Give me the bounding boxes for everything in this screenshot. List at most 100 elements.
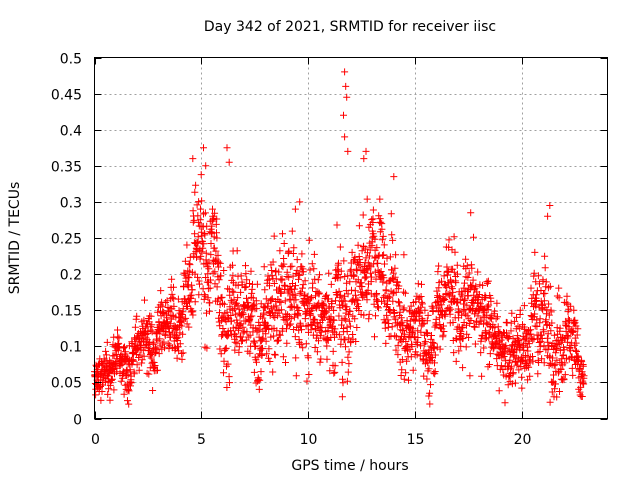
data-point [531, 310, 539, 318]
data-point [397, 314, 405, 322]
data-point [374, 259, 382, 267]
data-point [564, 315, 572, 323]
data-point [285, 321, 293, 329]
data-point [392, 288, 400, 296]
data-point [567, 302, 575, 310]
data-point [205, 265, 213, 273]
data-point [193, 253, 200, 261]
y-tick-label: 0.45 [51, 88, 82, 104]
data-point [297, 288, 305, 296]
data-point [330, 306, 338, 314]
data-point [495, 387, 503, 395]
data-point [256, 376, 264, 384]
data-point [487, 297, 495, 305]
data-point [342, 343, 349, 351]
data-point [188, 286, 196, 294]
data-point [206, 299, 214, 307]
data-point [382, 339, 390, 347]
data-point [445, 236, 453, 244]
data-point [533, 323, 541, 330]
chart-title: Day 342 of 2021, SRMTID for receiver iis… [204, 19, 496, 35]
data-point [549, 354, 556, 362]
data-point [329, 347, 337, 355]
data-point [445, 307, 453, 315]
data-point [147, 312, 155, 320]
data-point [234, 302, 242, 310]
data-point [250, 368, 258, 376]
data-point [317, 328, 325, 336]
data-point [394, 278, 401, 286]
data-point [242, 270, 250, 278]
data-point [379, 293, 387, 301]
data-point [150, 340, 158, 348]
data-point [189, 311, 197, 319]
data-point [396, 302, 404, 310]
data-point [203, 344, 211, 352]
data-point [493, 299, 501, 307]
data-point [242, 283, 250, 291]
data-point [355, 222, 363, 230]
data-point [497, 362, 505, 370]
data-point [295, 307, 303, 314]
data-point [154, 337, 162, 345]
data-point [354, 241, 362, 249]
data-point [479, 281, 487, 289]
data-point [318, 324, 326, 332]
data-point [323, 342, 331, 350]
data-point [103, 338, 111, 346]
data-point [138, 359, 146, 367]
data-point [219, 325, 227, 332]
data-point [371, 254, 379, 262]
data-point [263, 302, 271, 310]
data-point [569, 371, 577, 379]
data-point [362, 265, 370, 273]
data-point [201, 231, 209, 239]
data-point [447, 305, 455, 313]
data-point [299, 344, 307, 352]
data-point [294, 312, 302, 320]
data-point [517, 363, 525, 370]
data-point [424, 311, 432, 319]
data-point [269, 258, 277, 266]
data-point [343, 303, 351, 311]
data-point [573, 348, 580, 355]
data-point [246, 349, 254, 357]
data-point [304, 354, 312, 362]
data-point [427, 381, 434, 389]
data-point [361, 274, 369, 282]
data-point [544, 338, 552, 346]
data-point [459, 364, 467, 372]
data-point [173, 325, 181, 333]
data-point [384, 292, 392, 300]
data-point [202, 274, 210, 281]
data-point [525, 340, 533, 348]
data-point [423, 375, 431, 383]
data-point [455, 347, 463, 355]
data-point [194, 273, 201, 281]
data-point [323, 291, 331, 299]
data-point [417, 342, 424, 350]
data-point [369, 206, 377, 214]
data-point [377, 218, 385, 226]
y-tick-label: 0.5 [60, 52, 82, 68]
data-point [520, 346, 528, 354]
data-point [417, 328, 425, 336]
data-point [259, 314, 267, 322]
data-point [253, 358, 260, 366]
data-point [277, 288, 285, 296]
data-point [475, 293, 483, 301]
data-point [352, 338, 360, 345]
data-point [380, 274, 388, 282]
data-point [270, 232, 278, 240]
data-point [403, 357, 411, 365]
data-point [145, 338, 153, 346]
data-point [388, 323, 396, 331]
data-point [285, 273, 293, 281]
data-point [211, 209, 219, 217]
data-point [359, 211, 367, 219]
data-point [270, 280, 278, 287]
data-point [374, 252, 382, 260]
data-point [440, 295, 448, 303]
data-point [258, 351, 266, 359]
data-point [369, 215, 377, 223]
